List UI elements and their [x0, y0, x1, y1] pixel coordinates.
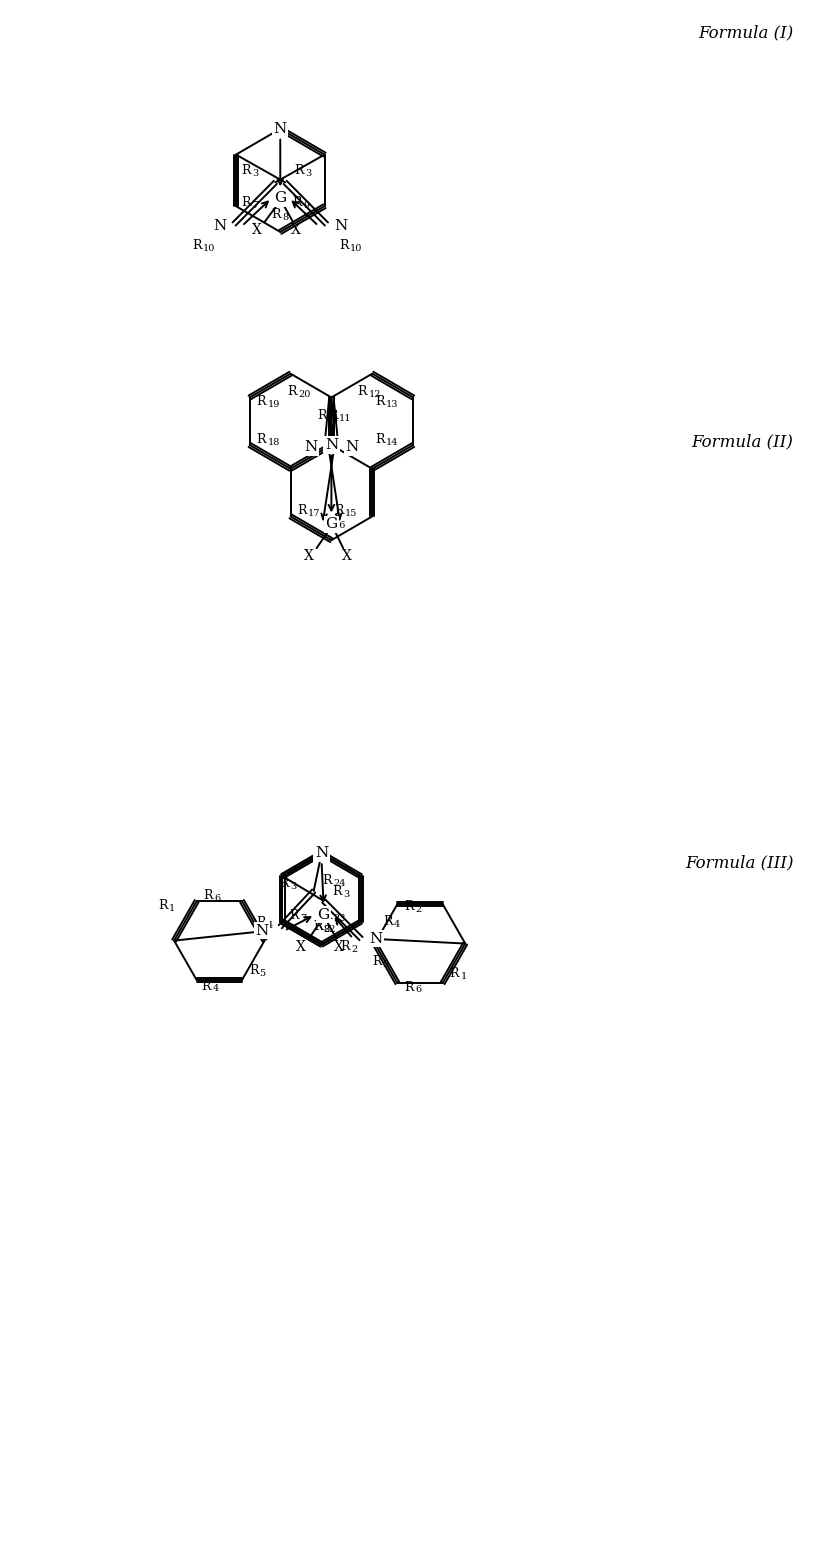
Text: R: R [241, 164, 250, 177]
Text: 12: 12 [368, 390, 381, 399]
Text: 7: 7 [252, 200, 258, 210]
Text: R: R [382, 916, 392, 929]
Text: R: R [279, 877, 289, 889]
Text: R: R [256, 916, 265, 929]
Text: 8: 8 [282, 213, 288, 221]
Text: R: R [449, 966, 459, 980]
Text: 21: 21 [327, 413, 340, 423]
Text: R: R [313, 921, 322, 933]
Text: R: R [358, 385, 368, 398]
Text: R: R [333, 885, 342, 897]
Text: 5: 5 [259, 969, 266, 977]
Text: N: N [255, 924, 268, 938]
Text: R: R [313, 921, 322, 933]
Text: R: R [287, 385, 297, 398]
Text: X: X [296, 940, 306, 954]
Text: Formula (I): Formula (I) [698, 25, 794, 42]
Text: N: N [315, 846, 328, 860]
Text: 3: 3 [305, 169, 311, 179]
Text: R: R [375, 432, 384, 446]
Text: R: R [323, 515, 332, 529]
Text: R: R [375, 395, 384, 407]
Text: N: N [213, 219, 226, 233]
Text: R: R [339, 240, 349, 252]
Text: 4: 4 [393, 921, 400, 929]
Text: N: N [335, 219, 348, 233]
Text: 16: 16 [334, 521, 346, 529]
Text: 22: 22 [324, 926, 336, 935]
Text: R: R [292, 196, 301, 208]
Text: 4: 4 [267, 921, 273, 930]
Text: R: R [192, 240, 202, 252]
Text: R: R [159, 899, 168, 911]
Text: 18: 18 [268, 437, 280, 446]
Text: R: R [322, 910, 332, 922]
Text: R: R [202, 979, 211, 993]
Text: 19: 19 [268, 399, 280, 409]
Text: 9: 9 [303, 200, 309, 210]
Text: 2: 2 [415, 905, 421, 913]
Text: R: R [249, 963, 259, 977]
Text: R: R [372, 955, 382, 968]
Text: 6: 6 [215, 894, 221, 902]
Text: 3: 3 [344, 889, 349, 899]
Text: R: R [204, 888, 213, 902]
Text: 20: 20 [298, 390, 311, 399]
Text: 10: 10 [202, 244, 215, 254]
Text: R: R [334, 504, 344, 517]
Text: R: R [317, 409, 326, 421]
Text: R: R [322, 874, 332, 886]
Text: 6: 6 [415, 985, 421, 994]
Text: G: G [274, 191, 287, 205]
Text: 4: 4 [212, 985, 219, 993]
Text: 11: 11 [339, 413, 352, 423]
Text: X: X [252, 222, 262, 236]
Text: R: R [405, 899, 414, 913]
Text: X: X [291, 222, 301, 236]
Text: R: R [405, 980, 414, 993]
Text: 1: 1 [460, 971, 467, 980]
Text: N: N [345, 440, 358, 454]
Text: N: N [305, 440, 318, 454]
Text: 17: 17 [308, 509, 320, 518]
Text: R: R [241, 196, 250, 208]
Text: Formula (II): Formula (II) [691, 434, 794, 449]
Text: R: R [289, 910, 299, 922]
Text: R: R [257, 395, 266, 407]
Text: 2: 2 [351, 944, 358, 954]
Text: X: X [335, 940, 344, 954]
Text: 8: 8 [324, 926, 330, 935]
Text: 1: 1 [169, 904, 175, 913]
Text: R: R [329, 409, 338, 421]
Text: N: N [369, 932, 382, 946]
Text: 14: 14 [386, 437, 398, 446]
Text: X: X [304, 550, 314, 564]
Text: G: G [317, 908, 330, 922]
Text: 15: 15 [344, 509, 357, 518]
Text: 13: 13 [386, 399, 398, 409]
Text: X: X [342, 550, 352, 564]
Text: Formula (III): Formula (III) [685, 855, 794, 871]
Text: 3: 3 [252, 169, 258, 179]
Text: 24: 24 [333, 879, 346, 888]
Text: R: R [257, 432, 266, 446]
Text: R: R [340, 940, 350, 954]
Text: 5: 5 [382, 960, 389, 969]
Text: 3: 3 [290, 882, 297, 891]
Text: 7: 7 [300, 915, 306, 924]
Text: R: R [294, 164, 304, 177]
Text: N: N [273, 122, 287, 136]
Text: N: N [325, 438, 338, 453]
Text: 23: 23 [333, 915, 346, 924]
Text: R: R [272, 208, 281, 221]
Text: R: R [297, 504, 307, 517]
Text: G: G [325, 517, 338, 531]
Text: 10: 10 [350, 244, 363, 254]
